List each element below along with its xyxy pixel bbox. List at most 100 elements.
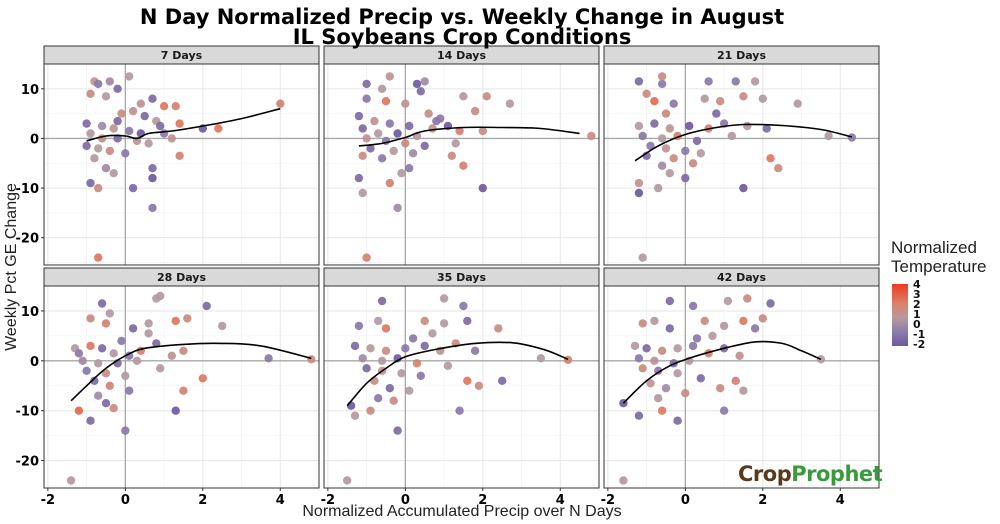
- data-point: [681, 146, 690, 156]
- data-point: [405, 164, 414, 173]
- data-point: [727, 131, 736, 141]
- data-point: [420, 341, 429, 351]
- y-tick-label: -10: [16, 405, 40, 420]
- data-point: [696, 374, 705, 383]
- data-point: [420, 316, 429, 326]
- x-tick-label: -2: [321, 493, 335, 508]
- data-point: [385, 119, 394, 128]
- data-point: [148, 173, 157, 183]
- data-point: [657, 346, 667, 355]
- x-tick-label: 0: [121, 493, 130, 508]
- data-point: [704, 77, 713, 86]
- data-point: [478, 183, 487, 193]
- facet-strip-label: 7 Days: [161, 49, 203, 62]
- data-point: [202, 301, 211, 311]
- legend-tick: 3: [913, 288, 921, 301]
- data-point: [121, 371, 130, 380]
- x-tick-label: -2: [601, 493, 615, 508]
- data-point: [470, 106, 480, 116]
- data-point: [393, 129, 402, 138]
- smooth-fit-line: [634, 123, 853, 162]
- data-point: [646, 141, 655, 151]
- data-point: [459, 161, 468, 170]
- data-point: [350, 411, 360, 420]
- data-point: [739, 92, 748, 101]
- data-point: [642, 344, 651, 353]
- smooth-fit-line: [622, 340, 822, 404]
- data-point: [650, 97, 659, 106]
- facet-strip-label: 35 Days: [437, 271, 487, 284]
- data-point: [739, 316, 748, 326]
- data-point: [634, 77, 644, 86]
- data-point: [276, 99, 285, 108]
- panel-border: [603, 63, 880, 266]
- data-point: [397, 369, 406, 378]
- data-point: [439, 294, 449, 303]
- data-point: [657, 72, 667, 81]
- x-tick-label: -2: [41, 493, 55, 508]
- data-point: [412, 359, 422, 368]
- data-point: [117, 336, 126, 346]
- panel-border: [43, 63, 320, 266]
- facet-strip-label: 14 Days: [437, 49, 487, 62]
- data-point: [731, 77, 740, 86]
- data-point: [362, 134, 371, 143]
- data-point: [478, 126, 487, 136]
- data-point: [156, 291, 165, 301]
- data-point: [428, 329, 437, 338]
- data-point: [377, 356, 387, 365]
- data-point: [824, 131, 833, 141]
- data-point: [657, 134, 667, 143]
- data-point: [638, 253, 647, 262]
- data-point: [401, 344, 410, 353]
- data-point: [159, 102, 169, 111]
- data-point: [793, 99, 802, 108]
- smooth-fit-line: [358, 126, 580, 147]
- legend-tick: 4: [913, 278, 921, 291]
- data-point: [156, 364, 165, 373]
- data-point: [661, 384, 671, 393]
- data-point: [362, 94, 371, 103]
- data-point: [408, 334, 418, 343]
- data-point: [673, 344, 682, 353]
- data-point: [370, 376, 379, 385]
- data-point: [109, 349, 118, 358]
- data-point: [634, 411, 644, 420]
- data-point: [692, 136, 702, 146]
- data-point: [536, 354, 546, 363]
- data-point: [97, 299, 107, 308]
- panel-border: [323, 63, 600, 266]
- data-point: [214, 124, 223, 133]
- data-point: [105, 381, 115, 390]
- data-point: [638, 319, 647, 328]
- data-point: [97, 344, 107, 353]
- data-point: [634, 188, 644, 198]
- data-point: [494, 324, 503, 333]
- data-point: [669, 99, 678, 108]
- data-point: [74, 349, 84, 358]
- data-point: [218, 321, 227, 331]
- data-point: [90, 154, 99, 163]
- x-tick-label: 4: [556, 493, 565, 508]
- data-point: [370, 116, 379, 126]
- data-point: [735, 351, 744, 360]
- data-point: [424, 109, 433, 118]
- data-point: [377, 154, 387, 163]
- data-point: [381, 324, 391, 333]
- data-point: [447, 151, 456, 160]
- data-point: [94, 144, 103, 153]
- legend-tick: -1: [913, 328, 926, 341]
- data-point: [179, 346, 188, 355]
- x-tick-label: 0: [681, 493, 690, 508]
- data-point: [362, 79, 371, 89]
- data-point: [766, 299, 775, 308]
- data-point: [654, 394, 663, 403]
- data-point: [463, 316, 472, 326]
- data-point: [750, 324, 760, 333]
- data-point: [688, 301, 698, 311]
- data-point: [397, 169, 406, 178]
- data-point: [681, 173, 690, 183]
- data-point: [716, 97, 725, 106]
